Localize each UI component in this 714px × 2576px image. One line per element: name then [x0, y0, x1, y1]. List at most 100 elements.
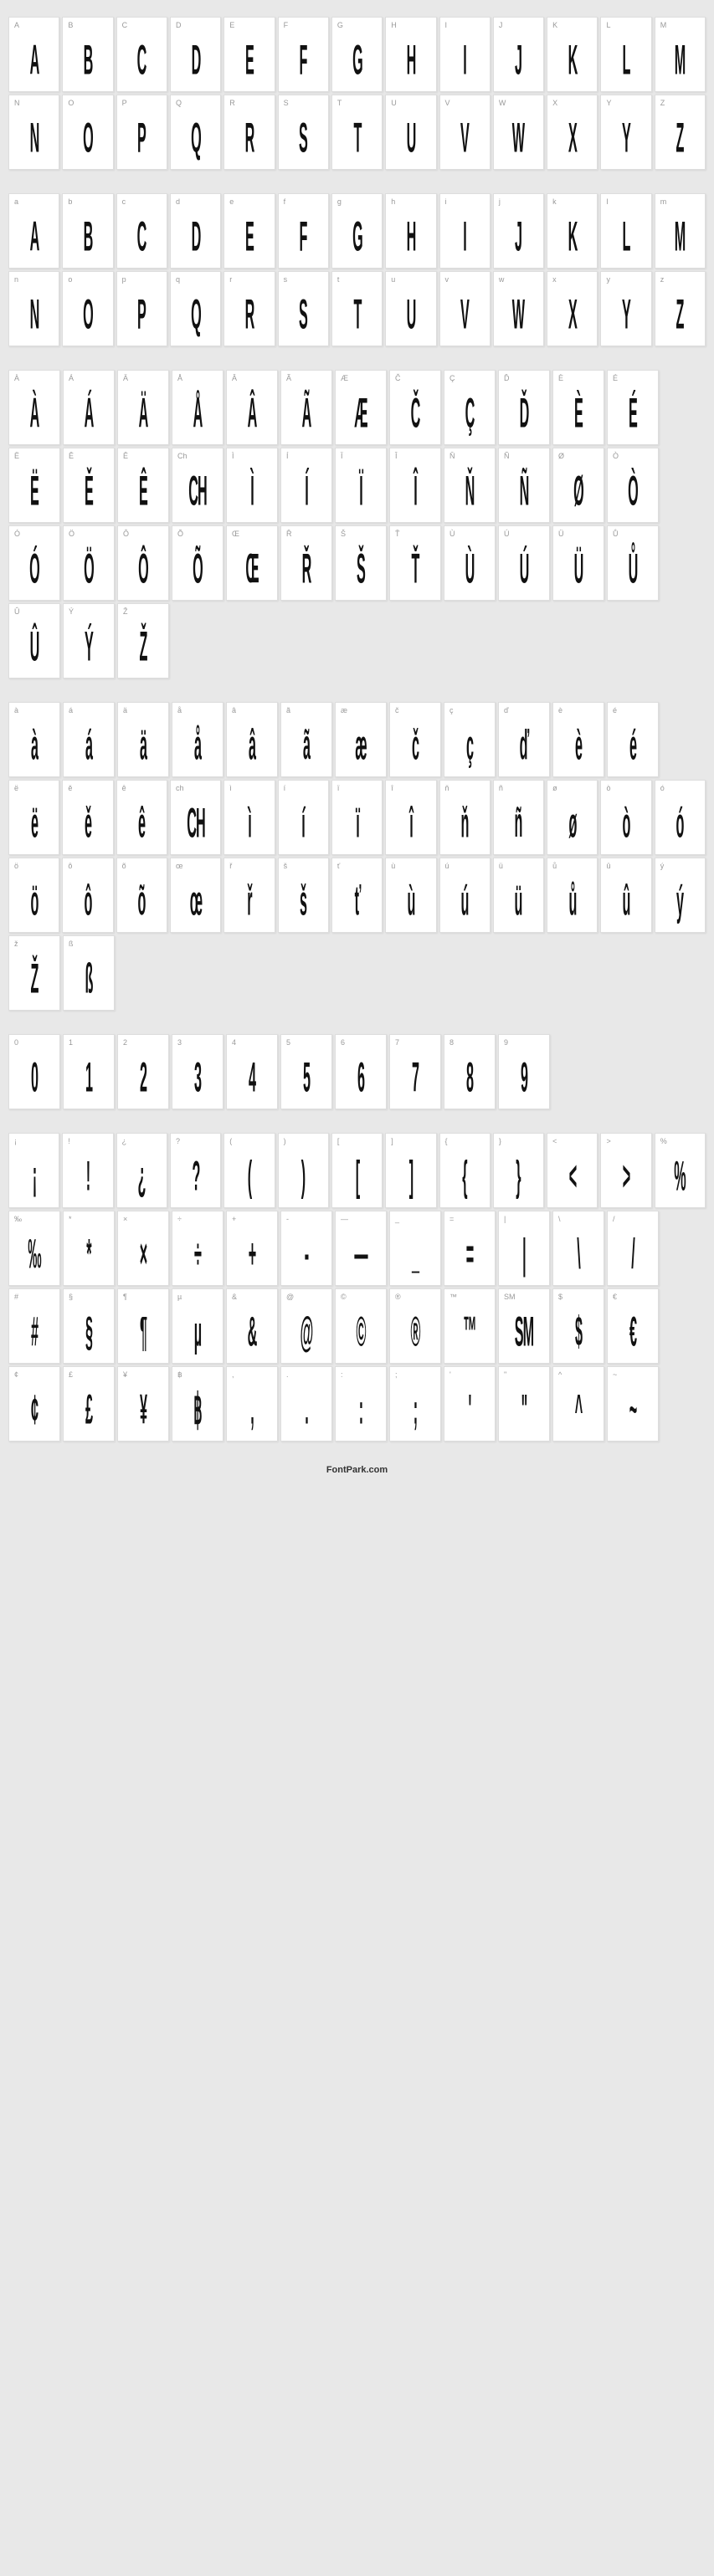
glyph-cell: ;; — [389, 1366, 441, 1442]
glyph-label: e — [229, 197, 234, 206]
glyph-display: R — [245, 289, 254, 339]
glyph-display: Œ — [245, 544, 258, 593]
glyph-cell: œœ — [170, 858, 221, 933]
glyph-display: ó — [676, 798, 684, 848]
glyph-display: P — [137, 113, 146, 162]
glyph-label: š — [284, 862, 288, 870]
glyph-row: ÀÀÁÁÄÄÅÅÂÂÃÃÆÆČČÇÇĎĎÈÈÉÉ — [8, 370, 706, 445]
glyph-label: ě — [68, 784, 72, 792]
glyph-label: Ô — [123, 530, 129, 538]
glyph-label: ¡ — [14, 1137, 17, 1145]
glyph-cell: ÇÇ — [444, 370, 496, 445]
glyph-cell: êê — [116, 780, 167, 855]
glyph-cell: PP — [116, 95, 167, 170]
glyph-cell: oO — [62, 271, 113, 346]
glyph-display: ~ — [629, 1385, 637, 1434]
glyph-label: ť — [337, 862, 340, 870]
glyph-label: U — [391, 99, 397, 107]
glyph-cell: :: — [335, 1366, 387, 1442]
glyph-display: € — [629, 1307, 636, 1356]
glyph-label: S — [284, 99, 289, 107]
glyph-label: 8 — [449, 1038, 454, 1047]
glyph-label: Ž — [123, 607, 128, 616]
glyph-display: K — [568, 35, 577, 85]
glyph-display: Â — [248, 388, 257, 438]
glyph-row: ‰‰**××÷÷++--——__==||\\// — [8, 1211, 706, 1286]
glyph-cell: ëë — [8, 780, 59, 855]
glyph-label: — — [341, 1215, 348, 1223]
glyph-label: z — [660, 275, 665, 284]
glyph-display: È — [574, 388, 583, 438]
glyph-display: Ã — [302, 388, 311, 438]
glyph-label: " — [504, 1370, 506, 1379]
glyph-cell: ùù — [385, 858, 436, 933]
glyph-cell: OO — [62, 95, 113, 170]
glyph-cell: uU — [385, 271, 436, 346]
glyph-cell: ÁÁ — [63, 370, 115, 445]
glyph-display: V — [460, 113, 469, 162]
glyph-display: U — [406, 289, 415, 339]
glyph-display: ů — [568, 876, 576, 925]
glyph-display: & — [248, 1307, 257, 1356]
glyph-label: J — [499, 21, 503, 29]
glyph-cell: chCH — [170, 780, 221, 855]
glyph-label: ฿ — [177, 1370, 182, 1380]
glyph-label: 0 — [14, 1038, 18, 1047]
glyph-cell: dD — [170, 193, 221, 269]
glyph-display: : — [359, 1385, 363, 1434]
glyph-label: Z — [660, 99, 665, 107]
glyph-cell: éé — [607, 702, 659, 777]
glyph-display: Ñ — [520, 466, 529, 515]
glyph-label: ‰ — [14, 1215, 22, 1223]
glyph-label: h — [391, 197, 395, 206]
glyph-label: l — [606, 197, 608, 206]
glyph-label: T — [337, 99, 342, 107]
glyph-label: w — [499, 275, 505, 284]
glyph-label: Ç — [449, 374, 455, 382]
glyph-display: ^ — [575, 1385, 583, 1434]
glyph-label: Ã — [286, 374, 291, 382]
glyph-row: ÓÓÖÖÔÔÕÕŒŒŘŘŠŠŤŤÙÙÚÚÜÜŮŮ — [8, 525, 706, 601]
glyph-cell: 11 — [63, 1034, 115, 1109]
glyph-cell: WW — [493, 95, 544, 170]
glyph-cell: ËË — [8, 448, 60, 523]
glyph-display: # — [31, 1307, 38, 1356]
glyph-cell: YY — [600, 95, 651, 170]
glyph-display: F — [300, 35, 307, 85]
glyph-cell: ?? — [170, 1133, 221, 1208]
glyph-display: Ò — [628, 466, 638, 515]
glyph-cell: ďď — [498, 702, 550, 777]
glyph-cell: '' — [444, 1366, 496, 1442]
glyph-label: í — [284, 784, 286, 792]
glyph-display: ô — [84, 876, 91, 925]
glyph-display: í — [301, 798, 305, 848]
glyph-display: B — [84, 212, 93, 261]
glyph-cell: řř — [223, 858, 275, 933]
glyph-display: ň — [461, 798, 469, 848]
glyph-display: T — [353, 113, 361, 162]
glyph-cell: qQ — [170, 271, 221, 346]
glyph-cell: íí — [278, 780, 329, 855]
glyph-cell: öö — [8, 858, 59, 933]
glyph-display: J — [515, 212, 521, 261]
glyph-cell: ZZ — [655, 95, 706, 170]
glyph-cell: ÔÔ — [117, 525, 169, 601]
glyph-label: 6 — [341, 1038, 345, 1047]
glyph-cell: ÊÊ — [117, 448, 169, 523]
glyph-cell: KK — [547, 17, 598, 92]
glyph-cell: 66 — [335, 1034, 387, 1109]
glyph-label: f — [284, 197, 286, 206]
glyph-cell: ãã — [280, 702, 332, 777]
glyph-display: CH — [187, 798, 205, 848]
glyph-label: á — [69, 706, 73, 714]
glyph-display: Ď — [520, 388, 529, 438]
glyph-cell: JJ — [493, 17, 544, 92]
glyph-cell: ฿฿ — [172, 1366, 223, 1442]
glyph-display: Ň — [465, 466, 475, 515]
glyph-cell: nN — [8, 271, 59, 346]
glyph-label: _ — [395, 1215, 399, 1223]
glyph-cell: wW — [493, 271, 544, 346]
glyph-label: = — [449, 1215, 454, 1223]
glyph-cell: VV — [439, 95, 491, 170]
glyph-display: Ť — [412, 544, 419, 593]
